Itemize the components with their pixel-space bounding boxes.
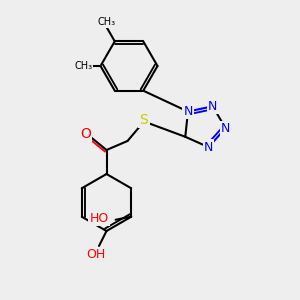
Text: CH₃: CH₃ (74, 61, 92, 71)
Text: N: N (208, 100, 218, 113)
Text: OH: OH (86, 248, 106, 262)
Text: N: N (204, 141, 213, 154)
Text: O: O (80, 127, 91, 140)
Text: CH₃: CH₃ (98, 17, 116, 27)
Text: N: N (221, 122, 230, 135)
Text: HO: HO (89, 212, 109, 225)
Text: N: N (183, 105, 193, 118)
Text: S: S (140, 113, 148, 127)
